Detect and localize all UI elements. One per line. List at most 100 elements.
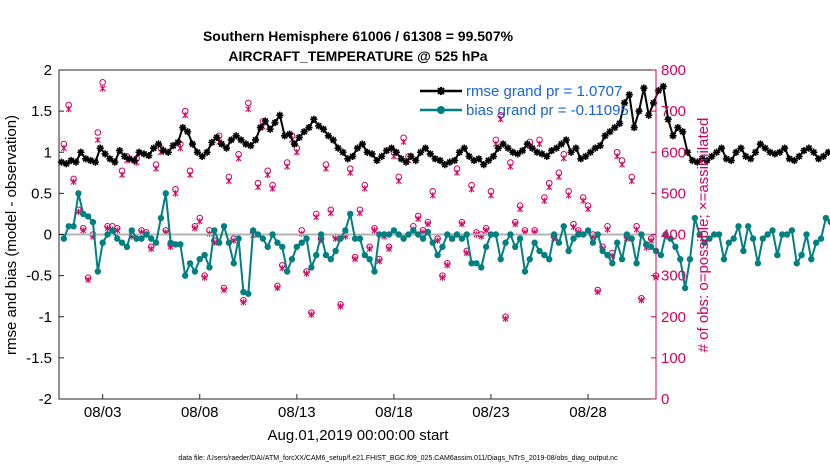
rmse-point — [742, 152, 750, 160]
rmse-point — [334, 144, 342, 152]
rmse-point — [256, 123, 265, 132]
rmse-point — [659, 82, 667, 91]
bias-point — [172, 241, 179, 248]
rmse-point — [159, 147, 167, 155]
obs-assimilated-point — [594, 288, 601, 296]
obs-assimilated-point — [502, 315, 509, 323]
rmse-point — [543, 152, 551, 160]
obs-possible-point — [94, 129, 102, 136]
bias-point — [220, 223, 228, 230]
bias-point — [89, 218, 97, 226]
rmse-point — [217, 140, 226, 148]
obs-assimilated-point — [153, 165, 160, 172]
bias-point — [347, 210, 354, 218]
bias-point — [429, 239, 436, 246]
obs-assimilated-point — [308, 311, 315, 318]
rmse-point — [237, 136, 245, 144]
obs-assimilated-point — [395, 177, 402, 185]
bias-point — [259, 235, 267, 242]
bias-point — [740, 247, 747, 255]
obs-assimilated-series — [60, 85, 659, 323]
bias-point — [701, 239, 708, 246]
rmse-point — [790, 156, 798, 165]
rmse-point — [193, 148, 201, 156]
bias-point — [337, 235, 344, 242]
bias-point — [167, 239, 174, 246]
bias-point — [711, 231, 718, 238]
bias-point — [181, 272, 189, 279]
rmse-point — [290, 140, 299, 148]
bias-point — [313, 251, 320, 259]
bias-series — [60, 190, 830, 297]
obs-assimilated-point — [570, 223, 577, 231]
rmse-point — [577, 155, 585, 163]
obs-assimilated-point — [80, 227, 87, 234]
rmse-point — [669, 132, 677, 140]
rmse-point — [737, 144, 745, 152]
bias-point — [211, 227, 218, 234]
obs-assimilated-point — [497, 116, 504, 123]
legend: rmse grand pr = 1.0707 bias grand pr = -0… — [420, 83, 629, 119]
obs-assimilated-point — [70, 178, 77, 186]
bias-point — [177, 241, 184, 248]
rmse-point — [86, 156, 95, 165]
rmse-point — [412, 156, 420, 165]
bias-point — [390, 227, 398, 234]
rmse-point — [276, 111, 284, 119]
bias-point — [186, 260, 194, 267]
rmse-point — [373, 156, 381, 165]
bias-point — [157, 214, 165, 222]
x-tick-label: 08/23 — [472, 404, 510, 421]
rmse-point — [232, 132, 240, 140]
bias-point — [618, 255, 626, 263]
rmse-point — [776, 148, 784, 156]
rmse-point — [295, 133, 303, 142]
bias-point — [788, 227, 796, 234]
rmse-point — [135, 148, 143, 156]
legend-bias-marker — [437, 106, 445, 114]
rmse-point — [562, 136, 570, 144]
rmse-point — [533, 148, 541, 156]
x-tick-label: 08/08 — [181, 404, 219, 421]
rmse-point — [455, 148, 464, 156]
bias-point — [521, 268, 529, 275]
bias-point — [133, 235, 140, 242]
rmse-point — [227, 136, 235, 144]
bias-point — [196, 255, 203, 263]
rmse-point — [436, 156, 444, 165]
obs-assimilated-point — [196, 218, 203, 225]
bias-point — [351, 235, 359, 242]
rmse-point — [339, 148, 347, 156]
bias-point — [560, 223, 567, 230]
rmse-point — [654, 86, 663, 95]
bias-point — [317, 231, 325, 238]
bias-point — [283, 268, 291, 275]
obs-assimilated-point — [119, 171, 126, 179]
rmse-point — [383, 147, 391, 155]
rmse-point — [441, 160, 449, 169]
obs-assimilated-point — [352, 255, 359, 263]
rmse-point — [179, 123, 187, 132]
obs-assimilated-point — [585, 205, 592, 213]
rmse-point — [82, 155, 90, 163]
bias-point — [191, 268, 199, 275]
rmse-point — [819, 152, 828, 160]
bias-point — [361, 251, 368, 259]
rmse-point — [378, 152, 386, 160]
obs-assimilated-point — [458, 221, 465, 228]
bias-point — [594, 231, 601, 238]
obs-assimilated-point — [279, 265, 286, 272]
bias-point — [148, 235, 155, 242]
bias-point — [570, 235, 577, 242]
bias-point — [356, 235, 364, 242]
bias-point — [769, 227, 776, 234]
rmse-point — [145, 151, 153, 160]
bias-point — [657, 251, 665, 259]
rmse-point — [271, 119, 279, 127]
rmse-point — [810, 148, 818, 156]
y-right-tick-label: 700 — [661, 103, 686, 120]
bias-point — [774, 251, 781, 259]
bias-point — [827, 219, 830, 226]
bias-point — [385, 231, 393, 238]
obs-assimilated-point — [85, 276, 92, 283]
